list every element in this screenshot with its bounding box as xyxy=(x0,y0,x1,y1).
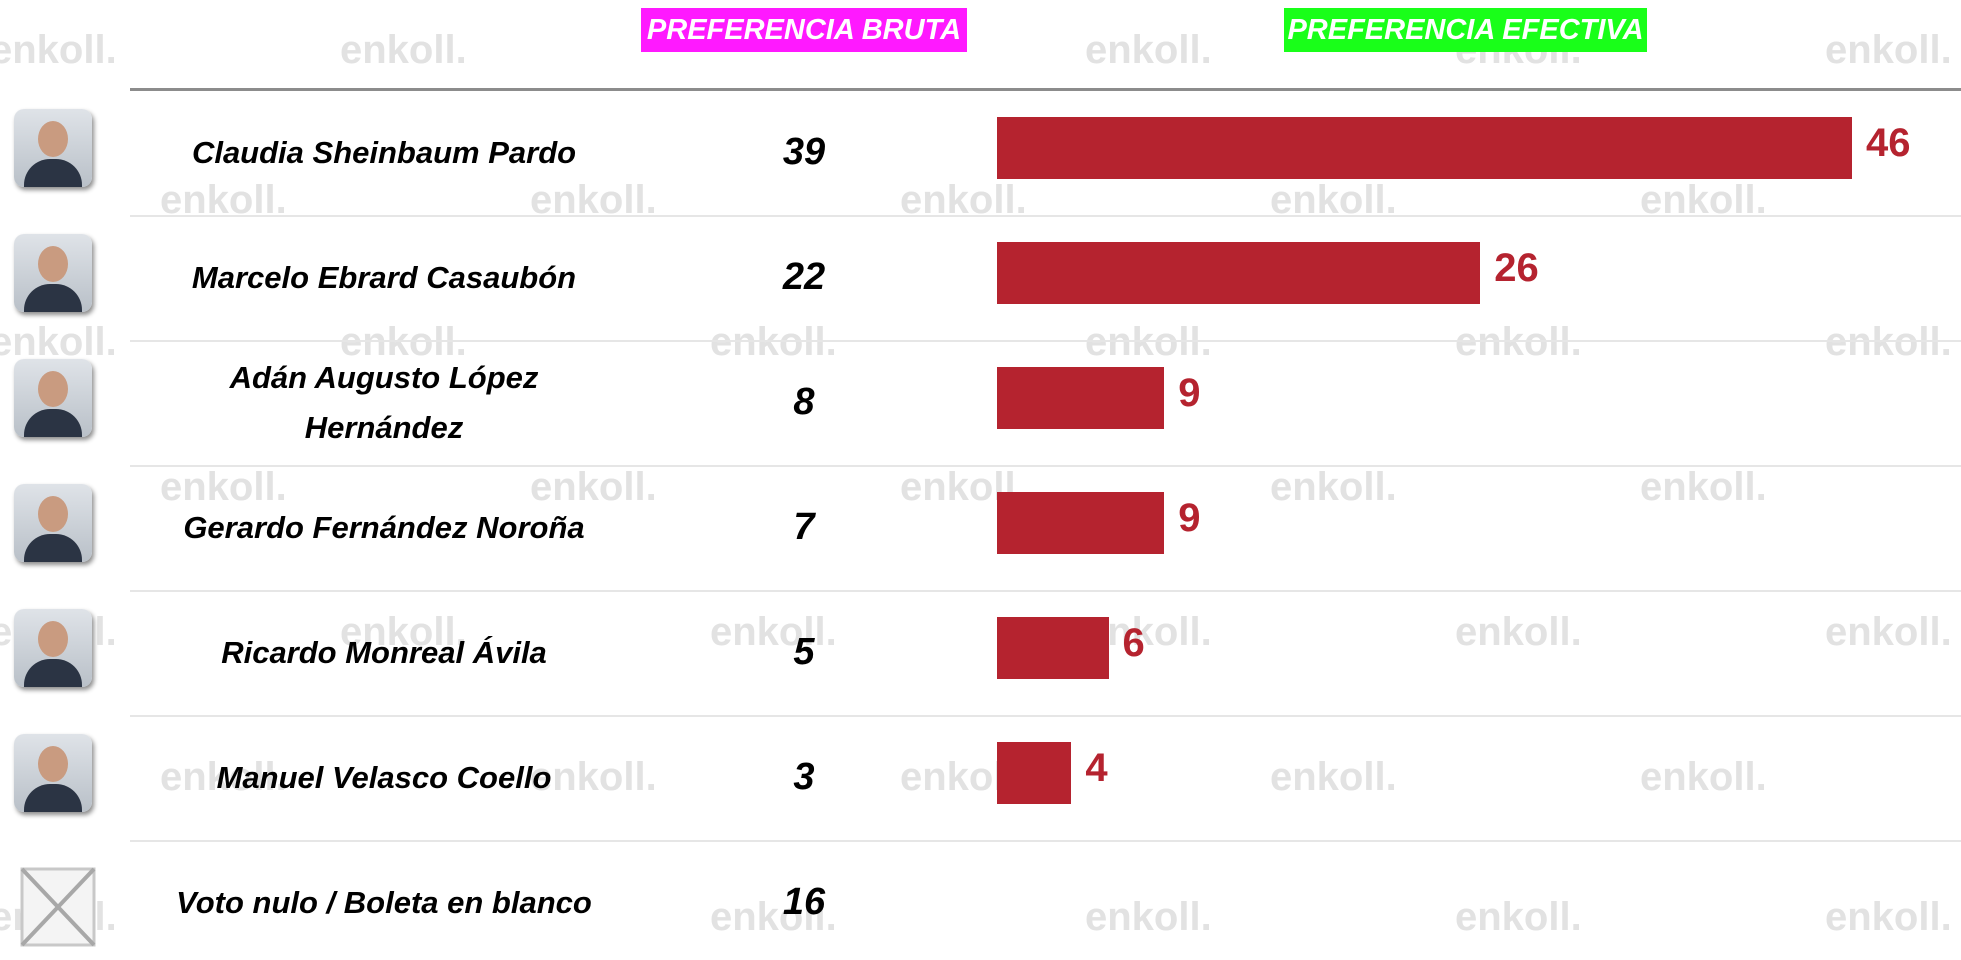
watermark: enkoll. xyxy=(1270,755,1397,800)
watermark: enkoll. xyxy=(1455,895,1582,940)
column-header: PREFERENCIA BRUTA xyxy=(641,8,967,52)
photo-head xyxy=(38,371,68,407)
value-label: 46 xyxy=(1866,121,1911,166)
category-label: Manuel Velasco Coello xyxy=(104,753,664,803)
header-rule xyxy=(130,88,1961,91)
photo-head xyxy=(38,746,68,782)
watermark: enkoll. xyxy=(1825,320,1952,365)
raw-value: 16 xyxy=(744,881,864,924)
bar xyxy=(997,492,1164,554)
bar xyxy=(997,617,1109,679)
value-label: 6 xyxy=(1123,621,1145,666)
category-label: Gerardo Fernández Noroña xyxy=(104,503,664,553)
category-label: Marcelo Ebrard Casaubón xyxy=(104,253,664,303)
row-rule xyxy=(130,340,1961,342)
photo-head xyxy=(38,121,68,157)
photo-body xyxy=(24,159,82,187)
photo xyxy=(14,609,92,687)
photo-body xyxy=(24,534,82,562)
watermark: enkoll. xyxy=(1085,895,1212,940)
value-label: 26 xyxy=(1494,246,1539,291)
photo xyxy=(14,484,92,562)
watermark: enkoll. xyxy=(0,28,117,73)
row-rule xyxy=(130,590,1961,592)
photo xyxy=(14,109,92,187)
photo-head xyxy=(38,621,68,657)
watermark: enkoll. xyxy=(1270,465,1397,510)
watermark: enkoll. xyxy=(1825,895,1952,940)
value-label: 4 xyxy=(1085,746,1107,791)
value-label: 9 xyxy=(1178,496,1200,541)
bar xyxy=(997,242,1480,304)
bar xyxy=(997,117,1852,179)
photo-head xyxy=(38,246,68,282)
category-label: Ricardo Monreal Ávila xyxy=(104,628,664,678)
raw-value: 7 xyxy=(744,506,864,549)
bar xyxy=(997,742,1071,804)
null-vote-icon xyxy=(18,865,98,949)
photo-body xyxy=(24,784,82,812)
category-label: Adán Augusto López Hernández xyxy=(184,353,584,453)
photo-body xyxy=(24,409,82,437)
raw-value: 5 xyxy=(744,631,864,674)
category-label: Voto nulo / Boleta en blanco xyxy=(104,878,664,928)
raw-value: 22 xyxy=(744,256,864,299)
photo-body xyxy=(24,659,82,687)
watermark: enkoll. xyxy=(340,28,467,73)
watermark: enkoll. xyxy=(1085,28,1212,73)
photo xyxy=(14,734,92,812)
raw-value: 39 xyxy=(744,131,864,174)
page: enkoll. enkoll. enkoll. enkoll. enkoll. enkol… xyxy=(0,0,1961,960)
watermark: enkoll. xyxy=(1640,465,1767,510)
raw-value: 8 xyxy=(744,381,864,424)
column-header: PREFERENCIA EFECTIVA xyxy=(1284,8,1647,52)
watermark: enkoll. xyxy=(710,320,837,365)
row-rule xyxy=(130,715,1961,717)
photo-head xyxy=(38,496,68,532)
value-label: 9 xyxy=(1178,371,1200,416)
watermark: enkoll. xyxy=(1085,320,1212,365)
watermark: enkoll. xyxy=(1455,610,1582,655)
watermark: enkoll. xyxy=(1825,610,1952,655)
bar xyxy=(997,367,1164,429)
photo xyxy=(14,359,92,437)
raw-value: 3 xyxy=(744,756,864,799)
watermark: enkoll. xyxy=(1455,320,1582,365)
watermark: enkoll. xyxy=(1825,28,1952,73)
category-label: Claudia Sheinbaum Pardo xyxy=(104,128,664,178)
row-rule xyxy=(130,215,1961,217)
photo-body xyxy=(24,284,82,312)
row-rule xyxy=(130,840,1961,842)
photo xyxy=(14,234,92,312)
watermark: enkoll. xyxy=(1640,755,1767,800)
row-rule xyxy=(130,465,1961,467)
